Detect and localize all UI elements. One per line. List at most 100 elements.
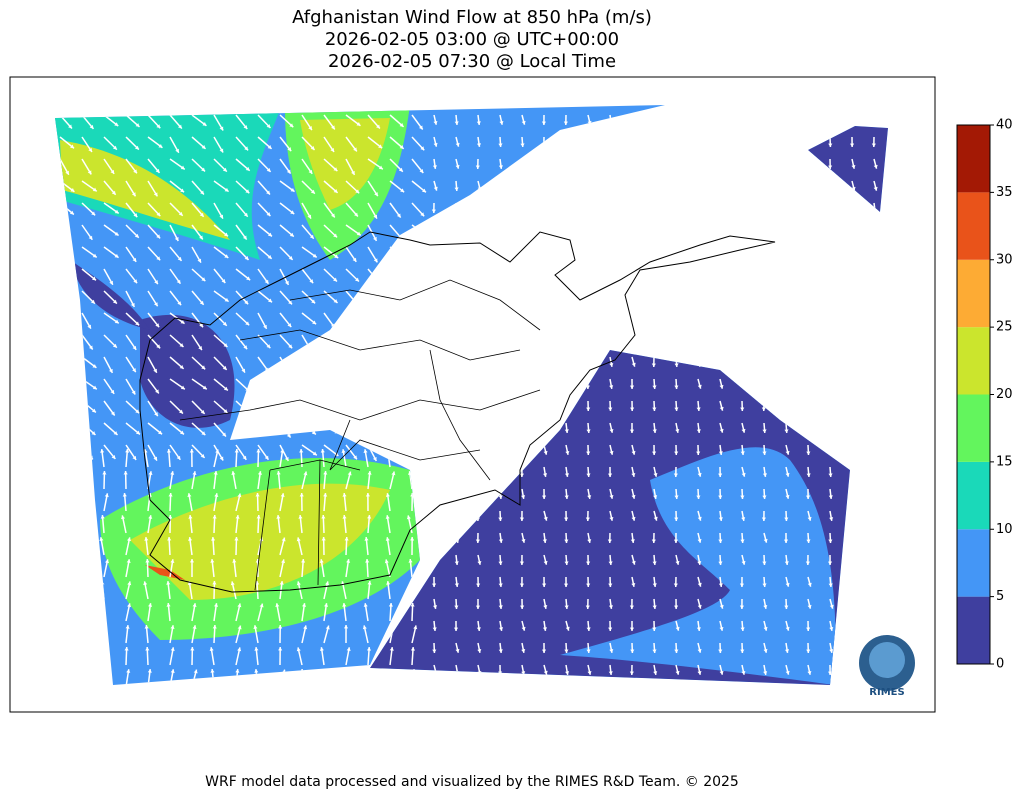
arrow-head [763, 648, 768, 653]
arrow-head [68, 124, 72, 129]
colorbar-segment [957, 394, 990, 462]
arrow-head [153, 192, 158, 197]
arrow-head [828, 143, 833, 147]
arrow-head [806, 627, 811, 631]
arrow-head [719, 406, 724, 411]
arrow-head [133, 213, 138, 218]
arrow-head [356, 231, 361, 236]
arrow-head [311, 299, 316, 304]
arrow-head [178, 211, 183, 216]
arrow-head [762, 495, 767, 499]
arrow-head [718, 451, 723, 455]
arrow-head [696, 407, 701, 411]
arrow-head [455, 164, 460, 169]
arrow-head [342, 603, 347, 607]
arrow-head [224, 187, 229, 192]
arrow-head [202, 385, 207, 390]
arrow-head [498, 165, 503, 169]
arrow-head [121, 515, 126, 520]
arrow-head [256, 449, 261, 453]
arrow-head [331, 213, 335, 218]
arrow-head [323, 493, 328, 497]
arrow-head [521, 649, 526, 653]
arrow-head [92, 187, 97, 192]
arrow-head [174, 237, 179, 242]
arrow-head [851, 164, 856, 169]
arrow-head [785, 670, 790, 675]
arrow-head [674, 517, 679, 521]
arrow-head [281, 537, 286, 542]
arrow-head [286, 433, 291, 438]
arrow-head [132, 345, 137, 350]
arrow-head [70, 144, 75, 149]
arrow-head [828, 165, 833, 169]
arrow-head [111, 455, 116, 459]
speed-band [808, 126, 888, 212]
arrow-head [254, 669, 259, 673]
arrow-head [498, 539, 503, 543]
arrow-head [87, 170, 92, 175]
arrow-head [652, 385, 657, 389]
arrow-head [145, 647, 150, 651]
arrow-head [244, 256, 249, 260]
arrow-head [718, 495, 723, 499]
arrow-head [609, 428, 614, 433]
arrow-head [422, 188, 426, 193]
arrow-head [829, 627, 834, 631]
arrow-head [199, 323, 203, 328]
arrow-head [396, 213, 401, 218]
colorbar-tick-label: 25 [996, 320, 1013, 335]
arrow-head [113, 431, 118, 435]
arrow-head [454, 605, 459, 609]
arrow-head [453, 627, 459, 631]
arrow-head [675, 429, 680, 433]
arrow-head [631, 583, 636, 587]
arrow-head [303, 471, 308, 476]
arrow-head [399, 144, 404, 149]
arrow-head [192, 471, 197, 475]
arrow-head [99, 537, 104, 542]
arrow-head [285, 280, 289, 285]
arrow-head [303, 625, 308, 630]
arrow-head [234, 537, 239, 541]
arrow-head [298, 515, 303, 519]
arrow-head [92, 364, 97, 368]
arrow-head [740, 539, 745, 543]
arrow-head [231, 471, 236, 476]
arrow-head [608, 407, 613, 411]
arrow-head [652, 451, 657, 455]
arrow-head [763, 671, 768, 675]
arrow-head [564, 473, 570, 477]
arrow-head [154, 302, 158, 307]
arrow-head [521, 626, 526, 631]
arrow-head [719, 670, 724, 675]
arrow-head [696, 429, 701, 433]
arrow-head [246, 276, 251, 281]
arrow-head [263, 324, 267, 329]
arrow-head [92, 385, 97, 390]
arrow-head [346, 559, 351, 563]
arrow-head [652, 649, 657, 653]
arrow-head [244, 300, 249, 305]
arrow-head [135, 409, 140, 414]
arrow-head [565, 626, 570, 631]
arrow-head [543, 516, 548, 521]
arrow-head [114, 253, 119, 258]
arrow-head [256, 515, 261, 519]
arrow-head [718, 583, 723, 587]
arrow-head [154, 280, 158, 285]
arrow-head [309, 234, 314, 239]
arrow-head [378, 165, 383, 170]
arrow-head [433, 605, 438, 609]
arrow-head [245, 189, 250, 194]
arrow-head [299, 449, 304, 453]
arrow-head [406, 515, 411, 520]
arrow-head [608, 561, 613, 565]
arrow-head [543, 670, 548, 675]
arrow-head [829, 517, 834, 521]
arrow-head [355, 189, 360, 194]
title-line: 2026-02-05 03:00 @ UTC+00:00 [325, 29, 619, 50]
arrow-head [762, 473, 767, 477]
arrow-head [365, 559, 370, 563]
arrow-head [189, 449, 194, 453]
